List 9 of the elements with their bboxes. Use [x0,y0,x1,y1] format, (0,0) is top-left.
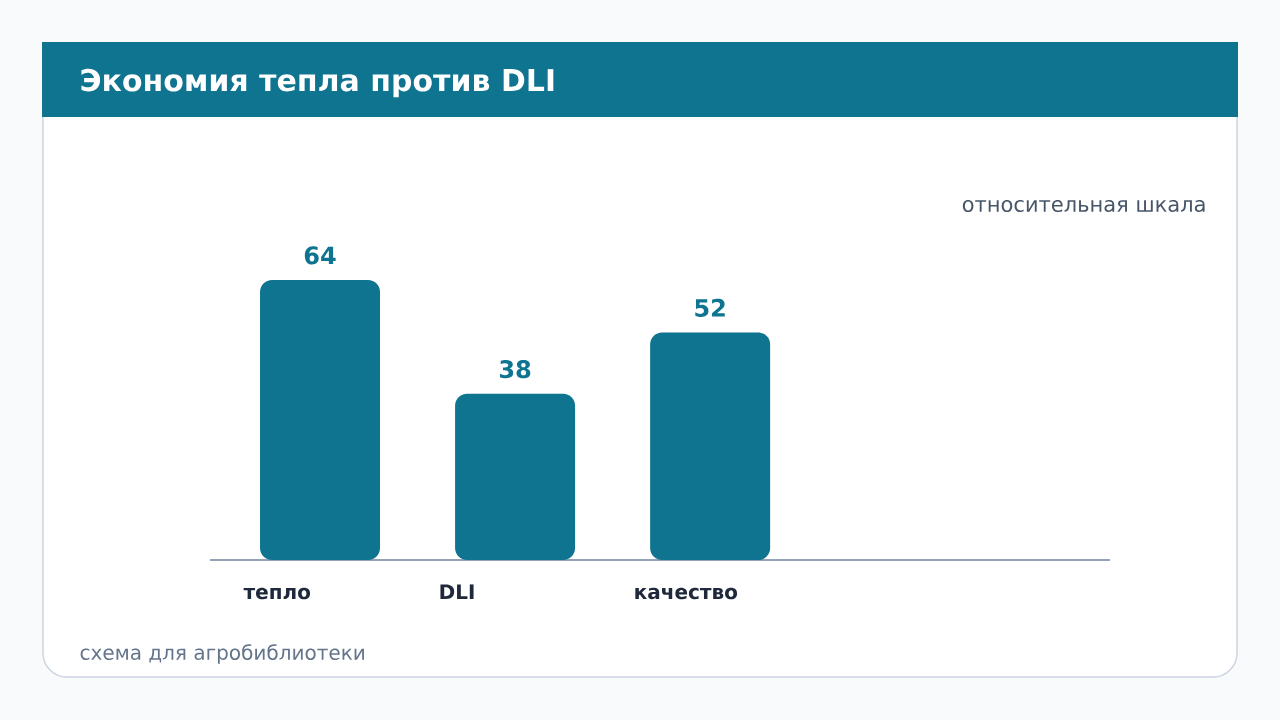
data-label: 52 [695,298,725,317]
data-label: 64 [304,246,336,265]
data-label: 38 [499,360,531,379]
x-tick-label: DLI [440,584,474,599]
x-tick-label: тепло [243,587,311,600]
x-tick-label: качество [635,587,738,600]
chart-title: Экономия тепла против DLI [81,68,554,98]
text: относительная шкала [962,199,1205,213]
text: схема для агробиблиотеки [80,644,364,664]
